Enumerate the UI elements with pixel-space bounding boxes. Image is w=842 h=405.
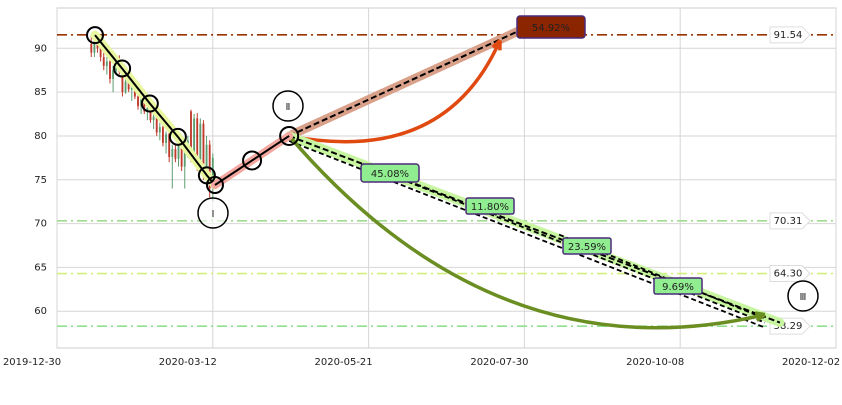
x-tick-label: 2020-05-21 [315, 357, 373, 368]
candle-body [158, 127, 161, 133]
segment-label: 11.80% [471, 202, 509, 213]
candle-body [211, 157, 214, 189]
rebound-point [279, 125, 300, 146]
candle-body [180, 139, 183, 167]
candle-body [199, 123, 202, 164]
level-label: 64.30 [774, 269, 803, 280]
candle-body [121, 71, 124, 93]
candle-body [90, 43, 93, 53]
segment-label-box [653, 277, 703, 295]
x-tick-label: 2019-12-30 [3, 357, 61, 368]
candle-body [127, 81, 130, 90]
target-dash [288, 140, 766, 329]
candle-body [168, 134, 171, 157]
x-tick-label: 2020-03-12 [159, 357, 217, 368]
x-tick-label: 2020-12-02 [782, 357, 840, 368]
wave-marker [272, 90, 304, 122]
candle-body [93, 41, 96, 53]
segment-label-box [465, 197, 515, 215]
target-label-box [516, 15, 586, 39]
arrow-head [491, 39, 502, 51]
target-label: 45.08% [371, 169, 409, 180]
wave-label: Ⅰ [212, 209, 215, 220]
candle-body [205, 144, 208, 173]
candle-body [202, 123, 205, 173]
segment-label-box [562, 237, 612, 255]
wave-point [168, 127, 187, 146]
candle-body [171, 149, 174, 157]
target-label-box [360, 163, 420, 183]
y-tick-label: 75 [34, 175, 47, 186]
y-tick-label: 80 [34, 131, 47, 142]
candle-body [152, 116, 155, 121]
candle-body [124, 81, 127, 93]
y-tick-label: 60 [34, 306, 47, 317]
candle-body [112, 70, 115, 79]
wave-label: Ⅱ [286, 102, 291, 113]
candle-body [109, 61, 111, 79]
level-label: 58.29 [774, 321, 803, 332]
level-label: 91.54 [774, 30, 803, 41]
target-line [288, 29, 521, 137]
candle-body [149, 107, 152, 121]
y-tick-label: 85 [34, 87, 47, 98]
level-tag [769, 26, 811, 44]
candle-body [183, 151, 186, 167]
candle-body [208, 144, 211, 189]
candle-body [99, 48, 102, 58]
x-tick-label: 2020-07-30 [470, 357, 528, 368]
candle-body [155, 116, 158, 133]
candle-body [102, 57, 105, 66]
y-tick-label: 65 [34, 262, 47, 273]
segment-label: 9.69% [662, 282, 694, 293]
candle-body [105, 61, 108, 66]
rebound-line [214, 135, 290, 186]
level-tag [769, 265, 811, 283]
candle-body [165, 134, 167, 143]
candle-body [196, 118, 199, 164]
wave-point [86, 26, 105, 45]
target-arrow [288, 39, 502, 144]
candle-body [146, 107, 149, 112]
candle-body [137, 96, 139, 107]
wave-point [205, 176, 224, 195]
arrow-head [754, 311, 766, 322]
rebound-point [242, 150, 263, 171]
candle-body [174, 149, 177, 159]
x-tick-label: 2020-10-08 [626, 357, 684, 368]
target-label: 54.92% [532, 23, 570, 34]
y-tick-label: 70 [34, 219, 47, 230]
wave-marker [197, 197, 229, 229]
wave-marker [787, 280, 819, 312]
candle-body [190, 111, 192, 154]
level-label: 70.31 [774, 216, 803, 227]
candle-body [193, 118, 196, 154]
wave-point [140, 94, 159, 113]
segment-label: 23.59% [568, 242, 606, 253]
level-tag [769, 212, 811, 230]
candle-body [143, 99, 146, 112]
target-arrow [287, 134, 766, 330]
wave-label: Ⅲ [800, 292, 807, 303]
y-tick-label: 90 [34, 43, 47, 54]
candle-body [162, 127, 164, 143]
candle-body [177, 139, 180, 159]
wave-point [113, 59, 132, 78]
